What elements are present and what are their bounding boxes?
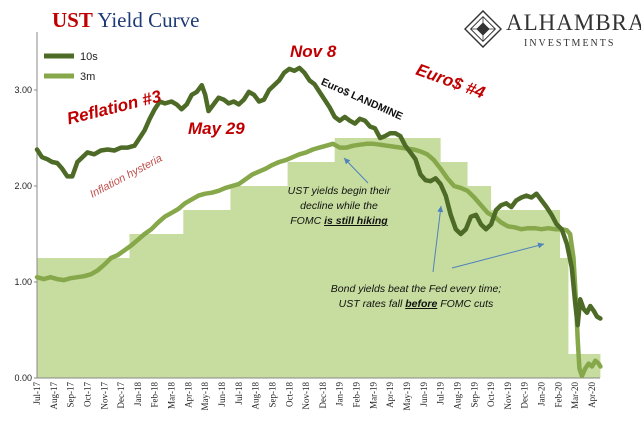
- x-tick-label: Apr-19: [385, 382, 395, 408]
- bond-line2c: FOMC cuts: [440, 298, 494, 310]
- x-tick-label: Sep-19: [469, 382, 479, 408]
- x-tick-label: Aug-18: [251, 382, 261, 410]
- x-tick-label: Sep-17: [66, 382, 76, 408]
- arrow-to-aug19: [432, 205, 444, 273]
- bond-line1: Bond yields beat the Fed every time;: [330, 283, 502, 295]
- logo-subtitle: INVESTMENTS: [524, 38, 616, 49]
- annotation-arrows: [343, 157, 545, 273]
- x-tick-label: Sep-18: [267, 382, 277, 408]
- series-3m-line: [34, 141, 603, 379]
- series-10s-line: [34, 65, 603, 328]
- fed-funds-area: [37, 138, 601, 378]
- x-tick-label: May-18: [200, 382, 210, 411]
- x-tick-label: Aug-19: [452, 382, 462, 410]
- chart-title: UST Yield Curve: [52, 8, 199, 33]
- x-tick-label: Jul-18: [234, 382, 244, 405]
- x-tick-label: Dec-17: [116, 382, 126, 409]
- x-tick-label: Dec-19: [520, 382, 530, 409]
- x-tick-label: Jul-17: [32, 382, 42, 405]
- logo-name: ALHAMBRA: [506, 10, 641, 35]
- annotation-bond-yields: Bond yields beat the Fed every time; UST…: [316, 282, 516, 312]
- y-tick-label: 3.00: [14, 85, 32, 95]
- ust-hiking-line3: FOMC is still hiking: [274, 214, 404, 229]
- ust-hiking-line3b: is still hiking: [324, 215, 388, 227]
- x-tick-label: Feb-20: [553, 382, 563, 408]
- x-tick-label: Apr-20: [587, 382, 597, 408]
- x-tick-label: Mar-18: [167, 382, 177, 409]
- x-tick-label: Apr-18: [183, 382, 193, 408]
- logo-diamond-icon: [464, 10, 502, 48]
- y-tick-label: 2.00: [14, 181, 32, 191]
- y-tick-label: 1.00: [14, 277, 32, 287]
- x-tick-label: Nov-18: [301, 382, 311, 410]
- y-tick-label: 0.00: [14, 373, 32, 383]
- series-lines: [34, 65, 603, 379]
- x-tick-label: Jun-18: [217, 382, 227, 407]
- x-tick-label: Jul-19: [436, 382, 446, 405]
- ust-hiking-line1: UST yields begin their: [287, 185, 391, 197]
- x-tick-label: Nov-19: [503, 382, 513, 410]
- x-tick-label: Oct-18: [284, 382, 294, 407]
- x-axis: Jul-17 Aug-17 Sep-17 Oct-17 Nov-17 Dec-17 Jan-…: [32, 377, 600, 411]
- x-tick-label: Jan-19: [335, 382, 345, 406]
- y-axis: 0.00 1.00 2.00 3.00: [14, 32, 38, 383]
- arrow-to-ust-peak: [343, 157, 369, 184]
- x-tick-label: May-19: [402, 382, 412, 411]
- alhambra-logo: ALHAMBRA INVESTMENTS: [460, 6, 641, 56]
- x-tick-label: Dec-18: [318, 382, 328, 409]
- legend-label: 10s: [80, 51, 98, 63]
- x-tick-label: Feb-18: [150, 382, 160, 408]
- annotation-ust-hiking: UST yields begin their decline while the…: [274, 184, 404, 229]
- x-tick-label: Aug-17: [49, 382, 59, 410]
- fomc-target-area: [37, 138, 601, 378]
- annotation-nov8: Nov 8: [290, 42, 337, 61]
- x-tick-label: Jun-19: [419, 382, 429, 407]
- legend-label: 3m: [80, 71, 95, 83]
- ust-hiking-line2: decline while the: [300, 200, 378, 212]
- bond-line2: UST rates fall before FOMC cuts: [316, 297, 516, 312]
- bond-line2a: UST rates fall: [338, 298, 403, 310]
- legend: 10s 3m: [44, 51, 98, 83]
- arrow-to-feb20: [451, 242, 545, 269]
- x-tick-label: Jan-20: [537, 382, 547, 406]
- x-tick-label: Nov-17: [99, 382, 109, 410]
- x-tick-label: Mar-19: [368, 382, 378, 409]
- ust-hiking-line3a: FOMC: [290, 215, 322, 227]
- title-highlight: UST: [52, 8, 93, 32]
- title-rest: Yield Curve: [97, 8, 200, 32]
- x-tick-label: Oct-19: [486, 382, 496, 407]
- x-tick-label: Oct-17: [82, 382, 92, 407]
- x-tick-label: Mar-20: [570, 382, 580, 409]
- bond-line2b: before: [405, 298, 438, 310]
- x-tick-label: Feb-19: [352, 382, 362, 408]
- annotation-may29: May 29: [188, 119, 245, 138]
- x-tick-label: Jan-18: [133, 382, 143, 406]
